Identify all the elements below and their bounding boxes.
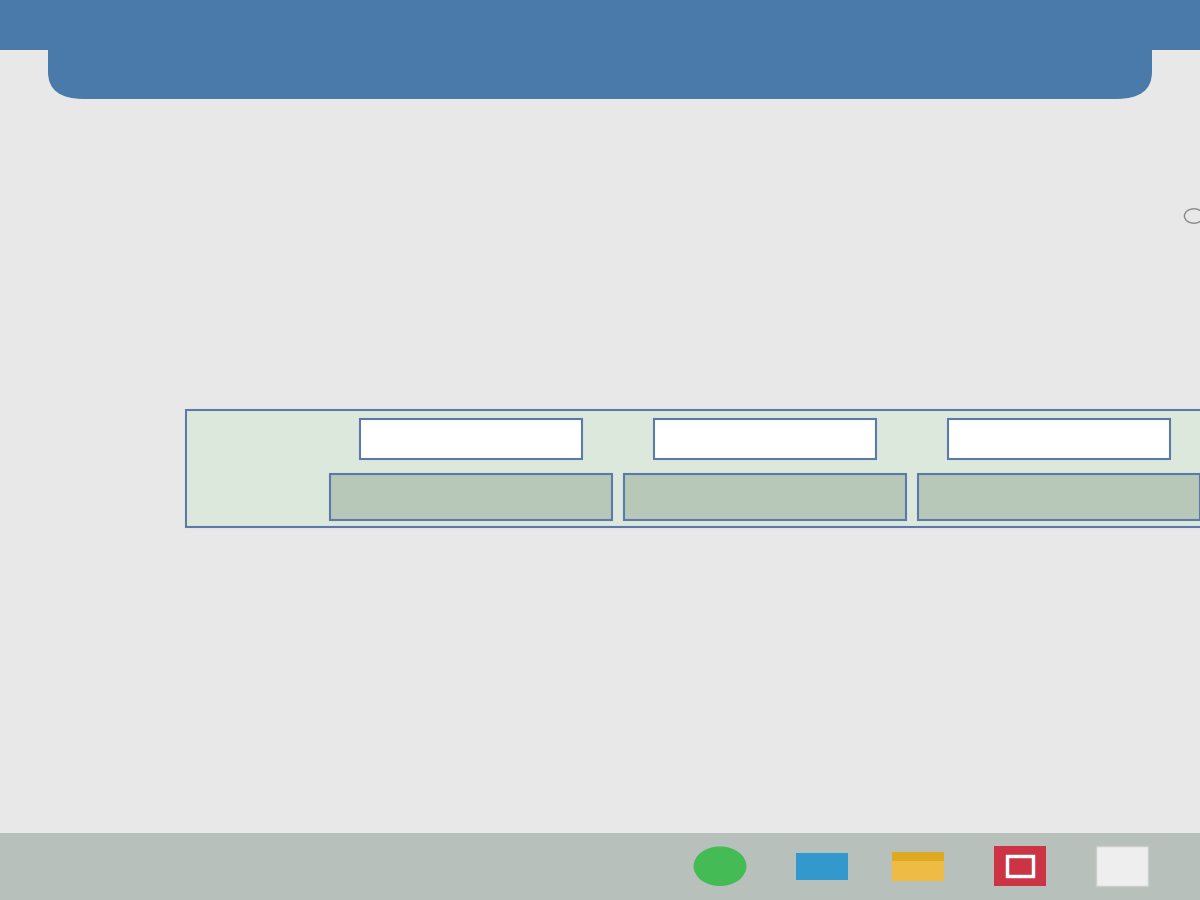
Text: >: > (36, 67, 60, 95)
Text: $\mathdefault{4x}^{\mathdefault{3}}\mathdefault{ > - 24x}^{\mathdefault{2}}$: $\mathdefault{4x}^{\mathdefault{3}}\math… (312, 140, 528, 175)
Text: (Type your answers in interval notation. Use ascending order.): (Type your answers in interval notation.… (228, 283, 877, 302)
Text: ,: , (634, 211, 638, 225)
Polygon shape (458, 492, 484, 502)
Polygon shape (796, 853, 848, 866)
Polygon shape (754, 492, 778, 502)
Text: List the intervals and sign in each interval. Complete the following table.: List the intervals and sign in each inte… (228, 247, 988, 266)
Text: Interval: Interval (209, 428, 301, 449)
Text: >: > (36, 274, 60, 302)
Text: s: s (12, 418, 23, 437)
Text: ↺: ↺ (1112, 856, 1132, 877)
Polygon shape (803, 862, 841, 873)
Polygon shape (1046, 492, 1072, 502)
Text: Sign: Sign (229, 487, 281, 508)
Text: Solve the inequality algebraically.: Solve the inequality algebraically. (456, 80, 923, 109)
Text: Is  >: Is > (25, 445, 71, 464)
